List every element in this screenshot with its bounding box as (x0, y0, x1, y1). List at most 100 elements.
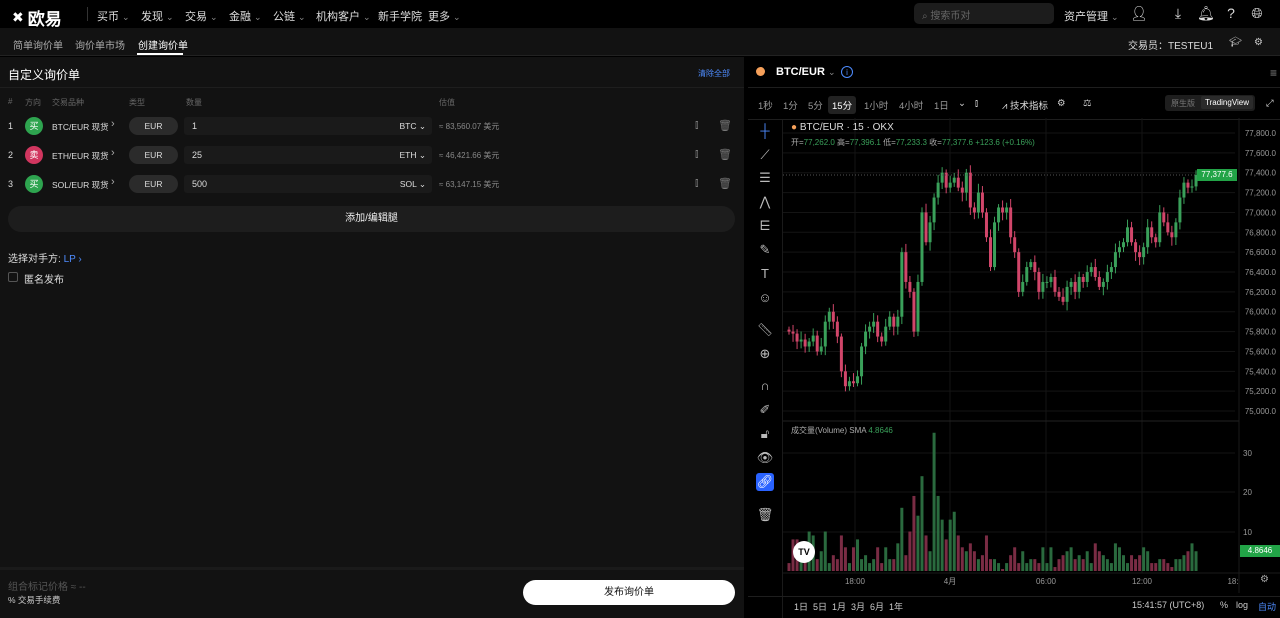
scale-icon[interactable]: ⚖ (1083, 98, 1092, 109)
strategy-icon[interactable]: ⫾ (695, 148, 699, 160)
nav-buy[interactable]: 买币 ⌄ (97, 11, 130, 23)
help-icon[interactable]: ? (1227, 5, 1235, 21)
nav-institutional[interactable]: 机构客户 ⌄ (316, 11, 371, 23)
trash-icon[interactable]: 🗑︎ (756, 507, 774, 522)
interval-option[interactable]: 5分 (808, 101, 823, 112)
nav-more[interactable]: 更多 ⌄ (428, 11, 461, 23)
interval-option[interactable]: 1秒 (758, 101, 773, 112)
side-badge[interactable]: 卖 (25, 146, 43, 164)
unit-select[interactable]: SOL ⌄ (399, 179, 426, 189)
quantity-input[interactable]: 500 SOL ⌄ (184, 175, 432, 193)
interval-option[interactable]: 1小时 (864, 101, 889, 112)
nav-academy[interactable]: 新手学院 (378, 11, 422, 23)
tab-simple-rfq[interactable]: 简单询价单 (13, 41, 63, 52)
delete-icon[interactable]: 🗑︎ (718, 149, 732, 161)
time-tick-label: 12:00 (1132, 577, 1153, 586)
text-icon[interactable]: T (761, 266, 769, 281)
indicators-button[interactable]: ⩘ 技术指标 (1002, 101, 1049, 112)
fib-icon[interactable]: ⋿ (759, 218, 771, 233)
trend-line-icon[interactable]: ⟋ (760, 147, 770, 162)
chevron-right-icon[interactable]: › (111, 176, 115, 188)
range-option[interactable]: 3月 (851, 602, 866, 612)
range-option[interactable]: 1月 (832, 602, 847, 612)
anonymous-checkbox[interactable] (8, 272, 18, 282)
side-badge[interactable]: 买 (25, 175, 43, 193)
currency-toggle[interactable]: EUR (129, 146, 178, 164)
tradingview-option[interactable]: TradingView (1201, 96, 1254, 109)
volume-bar (880, 563, 884, 571)
settings-icon[interactable]: ⚙ (1254, 37, 1263, 48)
interval-option[interactable]: 1日 (934, 101, 949, 112)
unit-select[interactable]: ETH ⌄ (399, 150, 426, 160)
interval-option[interactable]: 1分 (783, 101, 798, 112)
lock-icon[interactable]: 🔓︎ (760, 426, 770, 441)
publish-rfq-button[interactable]: 发布询价单 (523, 580, 735, 605)
auto-toggle[interactable]: 自动 (1258, 602, 1277, 612)
interval-dropdown-icon[interactable]: ⌄ (958, 98, 966, 109)
quantity-input[interactable]: 25 ETH ⌄ (184, 146, 432, 164)
currency-toggle[interactable]: EUR (129, 117, 178, 135)
nav-discover[interactable]: 发现 ⌄ (141, 11, 174, 23)
side-badge[interactable]: 买 (25, 117, 43, 135)
pitchfork-icon[interactable]: ⋀ (759, 194, 771, 209)
zoom-in-icon[interactable]: ⊕ (759, 346, 771, 361)
chart-settings-icon[interactable]: ⚙ (1057, 98, 1066, 109)
quantity-input[interactable]: 1 BTC ⌄ (184, 117, 432, 135)
settings-icon[interactable]: ⚙ (1260, 574, 1269, 585)
search-input[interactable]: ⌕ 搜索币对 (914, 3, 1054, 24)
volume-bar (1073, 559, 1077, 571)
horizontal-lines-icon[interactable]: ☰ (759, 170, 771, 185)
volume-tick-label: 20 (1243, 488, 1252, 497)
clear-all-button[interactable]: 清除全部 (698, 69, 730, 78)
range-option[interactable]: 6月 (870, 602, 885, 612)
tab-create-rfq[interactable]: 创建询价单 (138, 41, 188, 52)
link-icon[interactable]: 🔗︎ (756, 473, 774, 491)
bell-icon[interactable]: 🔔︎ (1197, 5, 1215, 21)
tab-rfq-market[interactable]: 询价单市场 (75, 41, 125, 52)
lock-drawing-icon[interactable]: ✐ (759, 402, 771, 417)
delete-icon[interactable]: 🗑︎ (718, 120, 732, 132)
eye-icon[interactable]: 👁︎ (756, 450, 774, 465)
unit-select[interactable]: BTC ⌄ (399, 121, 426, 131)
brush-icon[interactable]: ✎ (759, 242, 771, 257)
magnet-icon[interactable]: ∩ (760, 378, 770, 393)
chart-view-toggle[interactable]: 原生版 TradingView (1165, 95, 1255, 111)
interval-option[interactable]: 15分 (828, 96, 857, 114)
strategy-icon[interactable]: ⫾ (695, 177, 699, 189)
download-icon[interactable]: ⤓ (1174, 5, 1182, 21)
user-icon[interactable]: 👤︎ (1130, 5, 1148, 21)
graduation-cap-icon[interactable]: 🎓︎ (1229, 37, 1242, 48)
candle-type-icon[interactable]: ⫾ (975, 98, 979, 109)
asset-management-menu[interactable]: 资产管理 ⌄ (1064, 11, 1119, 23)
range-option[interactable]: 1年 (889, 602, 904, 612)
emoji-icon[interactable]: ☺ (758, 290, 772, 305)
counterparty-selector[interactable]: 选择对手方: LP › (8, 254, 82, 265)
currency-toggle[interactable]: EUR (129, 175, 178, 193)
percent-toggle[interactable]: % (1220, 600, 1229, 610)
log-toggle[interactable]: log (1236, 600, 1249, 610)
menu-icon[interactable]: ≡ (1270, 66, 1278, 80)
range-option[interactable]: 1日 (794, 602, 809, 612)
delete-icon[interactable]: 🗑︎ (718, 178, 732, 190)
nav-chain[interactable]: 公链 ⌄ (273, 11, 306, 23)
fullscreen-icon[interactable]: ⤢ (1266, 98, 1274, 109)
okx-logo[interactable]: ✖ 欧易 (12, 9, 62, 29)
info-icon[interactable]: i (841, 66, 853, 78)
chevron-right-icon[interactable]: › (111, 118, 115, 130)
add-edit-legs-button[interactable]: 添加/编辑腿 (8, 206, 735, 232)
trading-fee-link[interactable]: % 交易手续费 (8, 595, 61, 605)
native-view-option[interactable]: 原生版 (1171, 99, 1195, 108)
globe-icon[interactable]: 🌐︎ (1251, 5, 1263, 21)
nav-trade[interactable]: 交易 ⌄ (185, 11, 218, 23)
chevron-right-icon[interactable]: › (111, 147, 115, 159)
tradingview-logo[interactable]: TV (793, 541, 815, 563)
nav-finance[interactable]: 金融 ⌄ (229, 11, 262, 23)
interval-option[interactable]: 4小时 (899, 101, 924, 112)
range-option[interactable]: 5日 (813, 602, 828, 612)
pair-selector[interactable]: BTC/EUR ⌄ (776, 66, 836, 78)
strategy-icon[interactable]: ⫾ (695, 119, 699, 131)
ruler-icon[interactable]: 📏︎ (756, 322, 774, 337)
crosshair-icon[interactable]: ┼ (760, 123, 770, 138)
volume-bar (1029, 559, 1033, 571)
price-chart[interactable]: 77,800.0 77,600.0 77,400.0 77,200.0 77,000.0… (783, 118, 1280, 593)
